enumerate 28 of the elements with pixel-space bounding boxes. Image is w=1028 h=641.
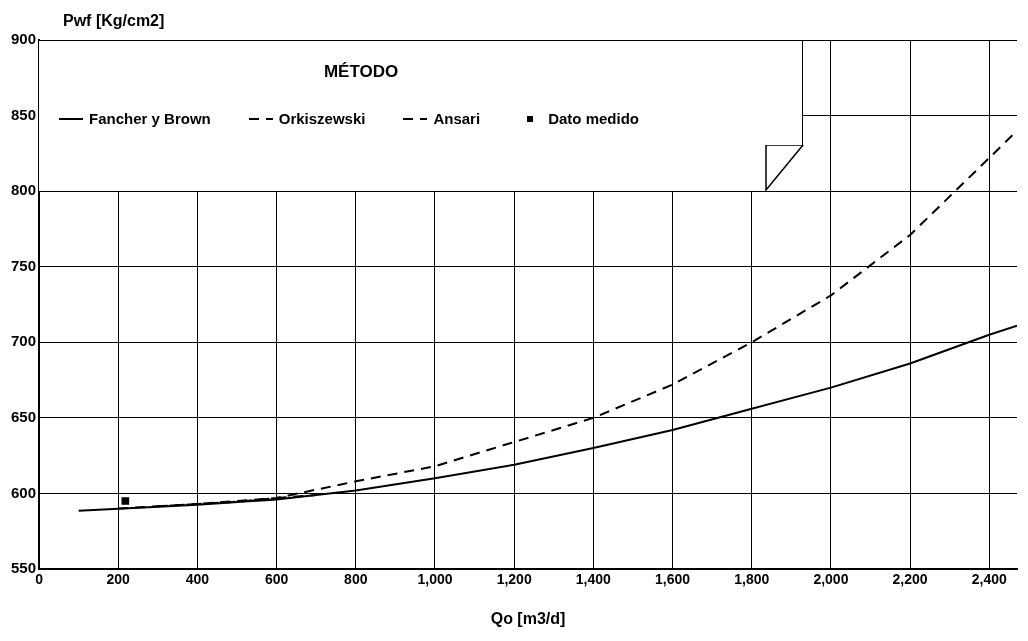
x-tick-label: 1,800	[734, 571, 770, 588]
legend-label: Ansari	[433, 110, 481, 127]
y-tick-label: 600	[11, 483, 37, 501]
y-tick-label: 650	[11, 408, 37, 425]
x-tick-label: 600	[264, 571, 289, 588]
x-tick-label: 400	[185, 571, 210, 588]
x-tick-label: 1,400	[575, 571, 612, 588]
legend-label: Dato medido	[548, 110, 639, 127]
x-tick-label: 2,200	[892, 571, 928, 588]
legend-title: MÉTODO	[322, 62, 400, 82]
x-axis-title: Qo [m3/d]	[490, 609, 566, 627]
y-tick-label: 700	[11, 332, 37, 350]
x-tick-label: 0	[35, 571, 44, 588]
x-tick-label: 2,400	[971, 571, 1008, 588]
x-tick-label: 200	[106, 571, 131, 588]
y-tick-label: 900	[11, 30, 37, 48]
y-tick-label: 850	[11, 105, 37, 123]
y-axis-title: Pwf [Kg/cm2]	[63, 12, 165, 30]
legend-label: Fancher y Brown	[89, 110, 211, 127]
x-tick-label: 800	[344, 571, 368, 588]
x-tick-label: 1,600	[655, 571, 691, 588]
legend-label: Orkiszewski	[278, 110, 366, 127]
x-tick-label: 1,200	[496, 571, 532, 588]
x-tick-label: 1,000	[417, 571, 453, 588]
x-tick-label: 2,000	[813, 571, 849, 588]
y-tick-label: 550	[11, 559, 37, 577]
y-tick-label: 750	[11, 256, 37, 274]
y-tick-label: 800	[11, 181, 37, 199]
